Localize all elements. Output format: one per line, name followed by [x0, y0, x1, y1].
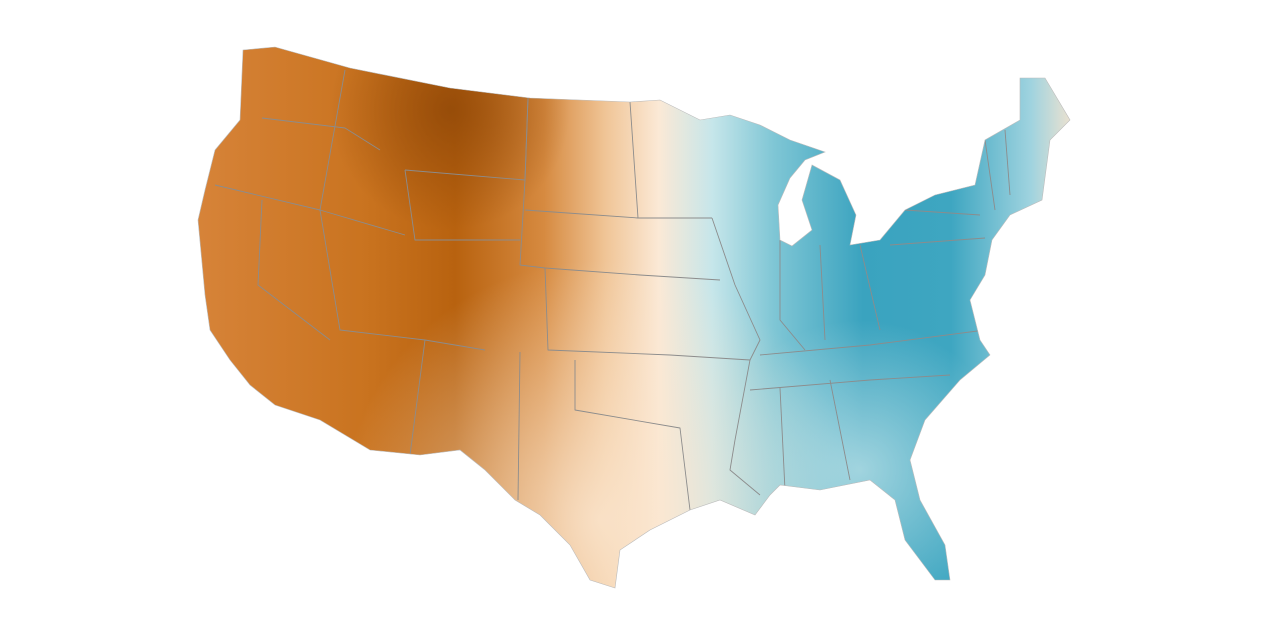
anomaly-field — [198, 47, 1070, 588]
state-borders — [214, 69, 1011, 511]
